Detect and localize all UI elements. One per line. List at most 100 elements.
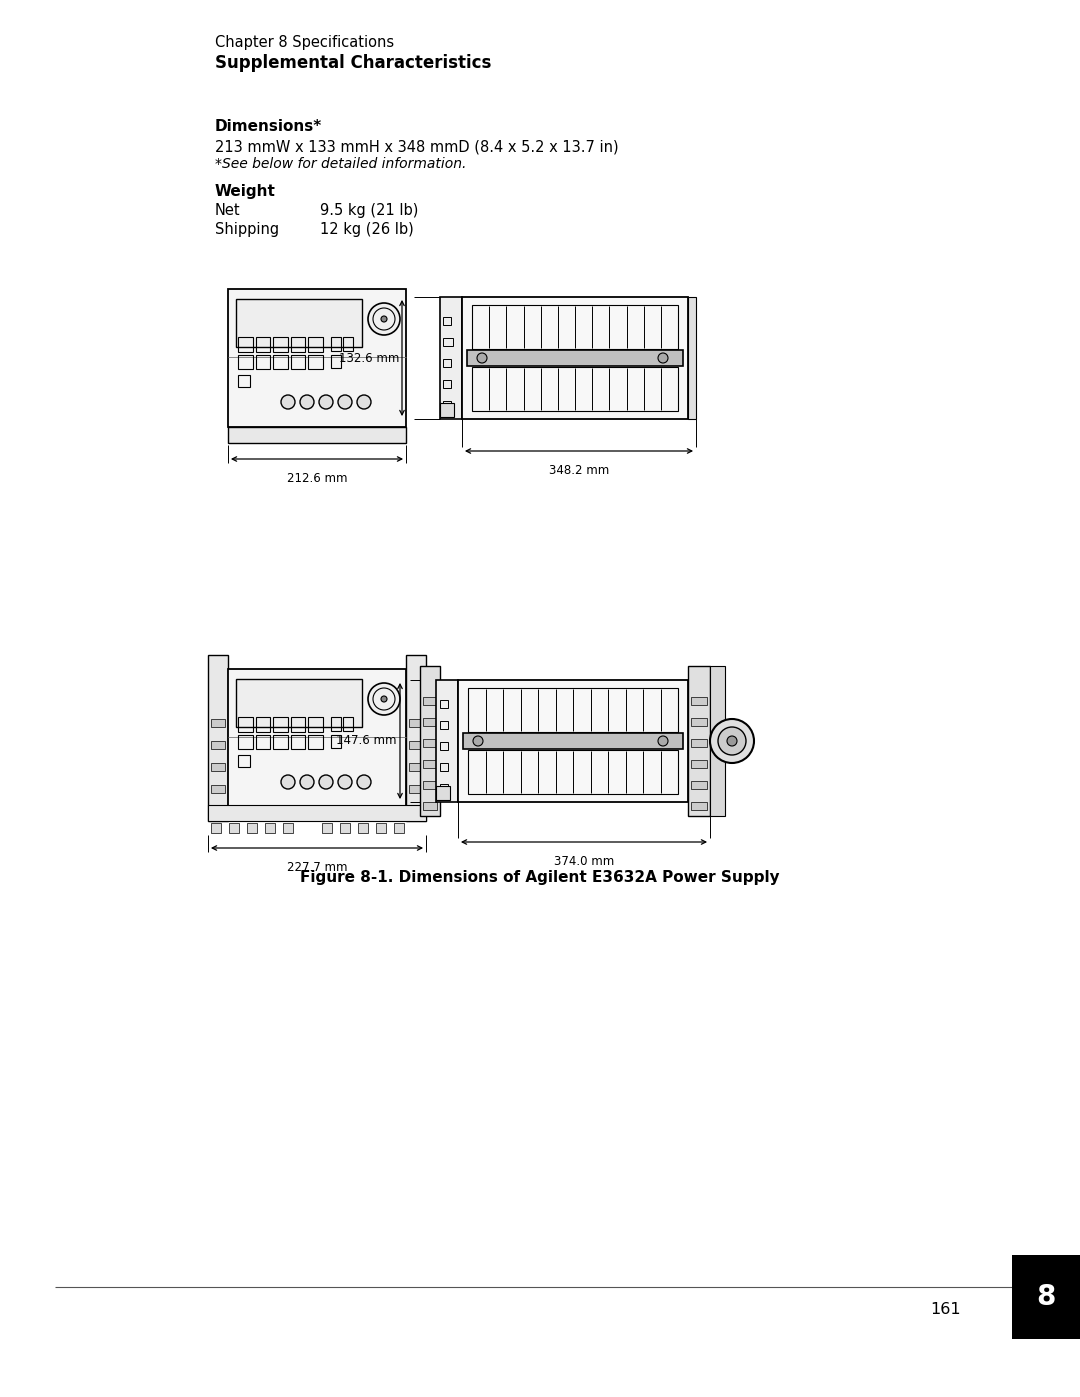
Bar xyxy=(238,717,253,732)
Bar xyxy=(330,735,341,747)
Text: 161: 161 xyxy=(930,1302,960,1317)
Text: 348.2 mm: 348.2 mm xyxy=(549,464,609,476)
Text: 9.5 kg (21 lb): 9.5 kg (21 lb) xyxy=(320,203,418,218)
Bar xyxy=(443,380,451,388)
Bar xyxy=(330,717,341,731)
Bar xyxy=(423,697,437,705)
Bar xyxy=(468,687,678,732)
Circle shape xyxy=(281,775,295,789)
Bar xyxy=(472,305,678,349)
Bar xyxy=(228,289,406,427)
Circle shape xyxy=(381,316,387,321)
Bar xyxy=(467,351,683,366)
Text: 8: 8 xyxy=(1037,1282,1055,1310)
Bar xyxy=(462,298,688,419)
Text: Supplemental Characteristics: Supplemental Characteristics xyxy=(215,54,491,73)
Bar xyxy=(436,787,450,800)
Bar xyxy=(423,739,437,747)
Bar xyxy=(440,784,448,792)
Bar xyxy=(688,666,710,816)
Bar xyxy=(443,401,451,409)
Circle shape xyxy=(319,395,333,409)
Bar xyxy=(291,717,306,732)
Circle shape xyxy=(357,395,372,409)
Bar xyxy=(211,807,225,814)
Circle shape xyxy=(477,353,487,363)
Text: 147.6 mm: 147.6 mm xyxy=(337,735,397,747)
Bar xyxy=(443,317,451,326)
Bar xyxy=(440,763,448,771)
Bar xyxy=(423,781,437,789)
Text: 212.6 mm: 212.6 mm xyxy=(287,472,348,485)
Bar xyxy=(238,754,249,767)
Bar xyxy=(256,337,270,352)
Bar xyxy=(423,760,437,768)
Bar xyxy=(691,781,707,789)
Bar xyxy=(688,298,696,419)
Bar xyxy=(238,374,249,387)
Bar xyxy=(409,719,423,726)
Bar xyxy=(343,717,353,731)
Bar xyxy=(710,666,725,816)
Bar xyxy=(211,785,225,793)
Circle shape xyxy=(281,395,295,409)
Bar xyxy=(691,739,707,747)
Bar xyxy=(211,719,225,726)
Bar xyxy=(238,337,253,352)
Bar xyxy=(440,402,454,416)
Bar xyxy=(691,802,707,810)
Bar xyxy=(291,735,306,749)
Text: 12 kg (26 lb): 12 kg (26 lb) xyxy=(320,222,414,237)
Circle shape xyxy=(357,775,372,789)
Bar xyxy=(237,299,362,346)
Bar xyxy=(283,823,293,833)
Bar xyxy=(265,823,275,833)
Bar xyxy=(256,355,270,369)
Bar xyxy=(443,359,451,367)
Circle shape xyxy=(658,736,669,746)
Bar xyxy=(409,740,423,749)
Bar xyxy=(228,669,406,807)
Bar xyxy=(458,680,688,802)
Bar xyxy=(1012,1255,1080,1338)
Circle shape xyxy=(368,303,400,335)
Bar xyxy=(343,337,353,351)
Bar xyxy=(468,750,678,793)
Circle shape xyxy=(338,775,352,789)
Text: Figure 8-1. Dimensions of Agilent E3632A Power Supply: Figure 8-1. Dimensions of Agilent E3632A… xyxy=(300,870,780,886)
Bar xyxy=(309,717,323,732)
Bar xyxy=(238,355,253,369)
Bar xyxy=(229,823,239,833)
Bar xyxy=(291,337,306,352)
Bar xyxy=(247,823,257,833)
Bar xyxy=(420,666,440,816)
Text: 213 mmW x 133 mmH x 348 mmD (8.4 x 5.2 x 13.7 in): 213 mmW x 133 mmH x 348 mmD (8.4 x 5.2 x… xyxy=(215,138,619,154)
Text: Shipping: Shipping xyxy=(215,222,279,237)
Bar xyxy=(309,337,323,352)
Bar xyxy=(376,823,386,833)
Bar xyxy=(211,740,225,749)
Bar xyxy=(691,697,707,705)
Bar xyxy=(691,718,707,726)
Bar xyxy=(409,807,423,814)
Bar xyxy=(443,338,453,346)
Bar xyxy=(211,763,225,771)
Text: Weight: Weight xyxy=(215,184,275,198)
Bar xyxy=(691,760,707,768)
Circle shape xyxy=(300,395,314,409)
Text: 132.6 mm: 132.6 mm xyxy=(339,352,399,365)
Circle shape xyxy=(368,683,400,715)
Bar xyxy=(423,718,437,726)
Bar xyxy=(330,355,341,367)
Bar xyxy=(330,337,341,351)
Bar xyxy=(273,337,287,352)
Bar xyxy=(273,355,287,369)
Bar xyxy=(440,742,448,750)
Bar xyxy=(211,823,221,833)
Text: 374.0 mm: 374.0 mm xyxy=(554,855,615,868)
Bar xyxy=(436,680,458,802)
Circle shape xyxy=(300,775,314,789)
Bar xyxy=(273,717,287,732)
Circle shape xyxy=(473,736,483,746)
Bar xyxy=(463,733,683,749)
